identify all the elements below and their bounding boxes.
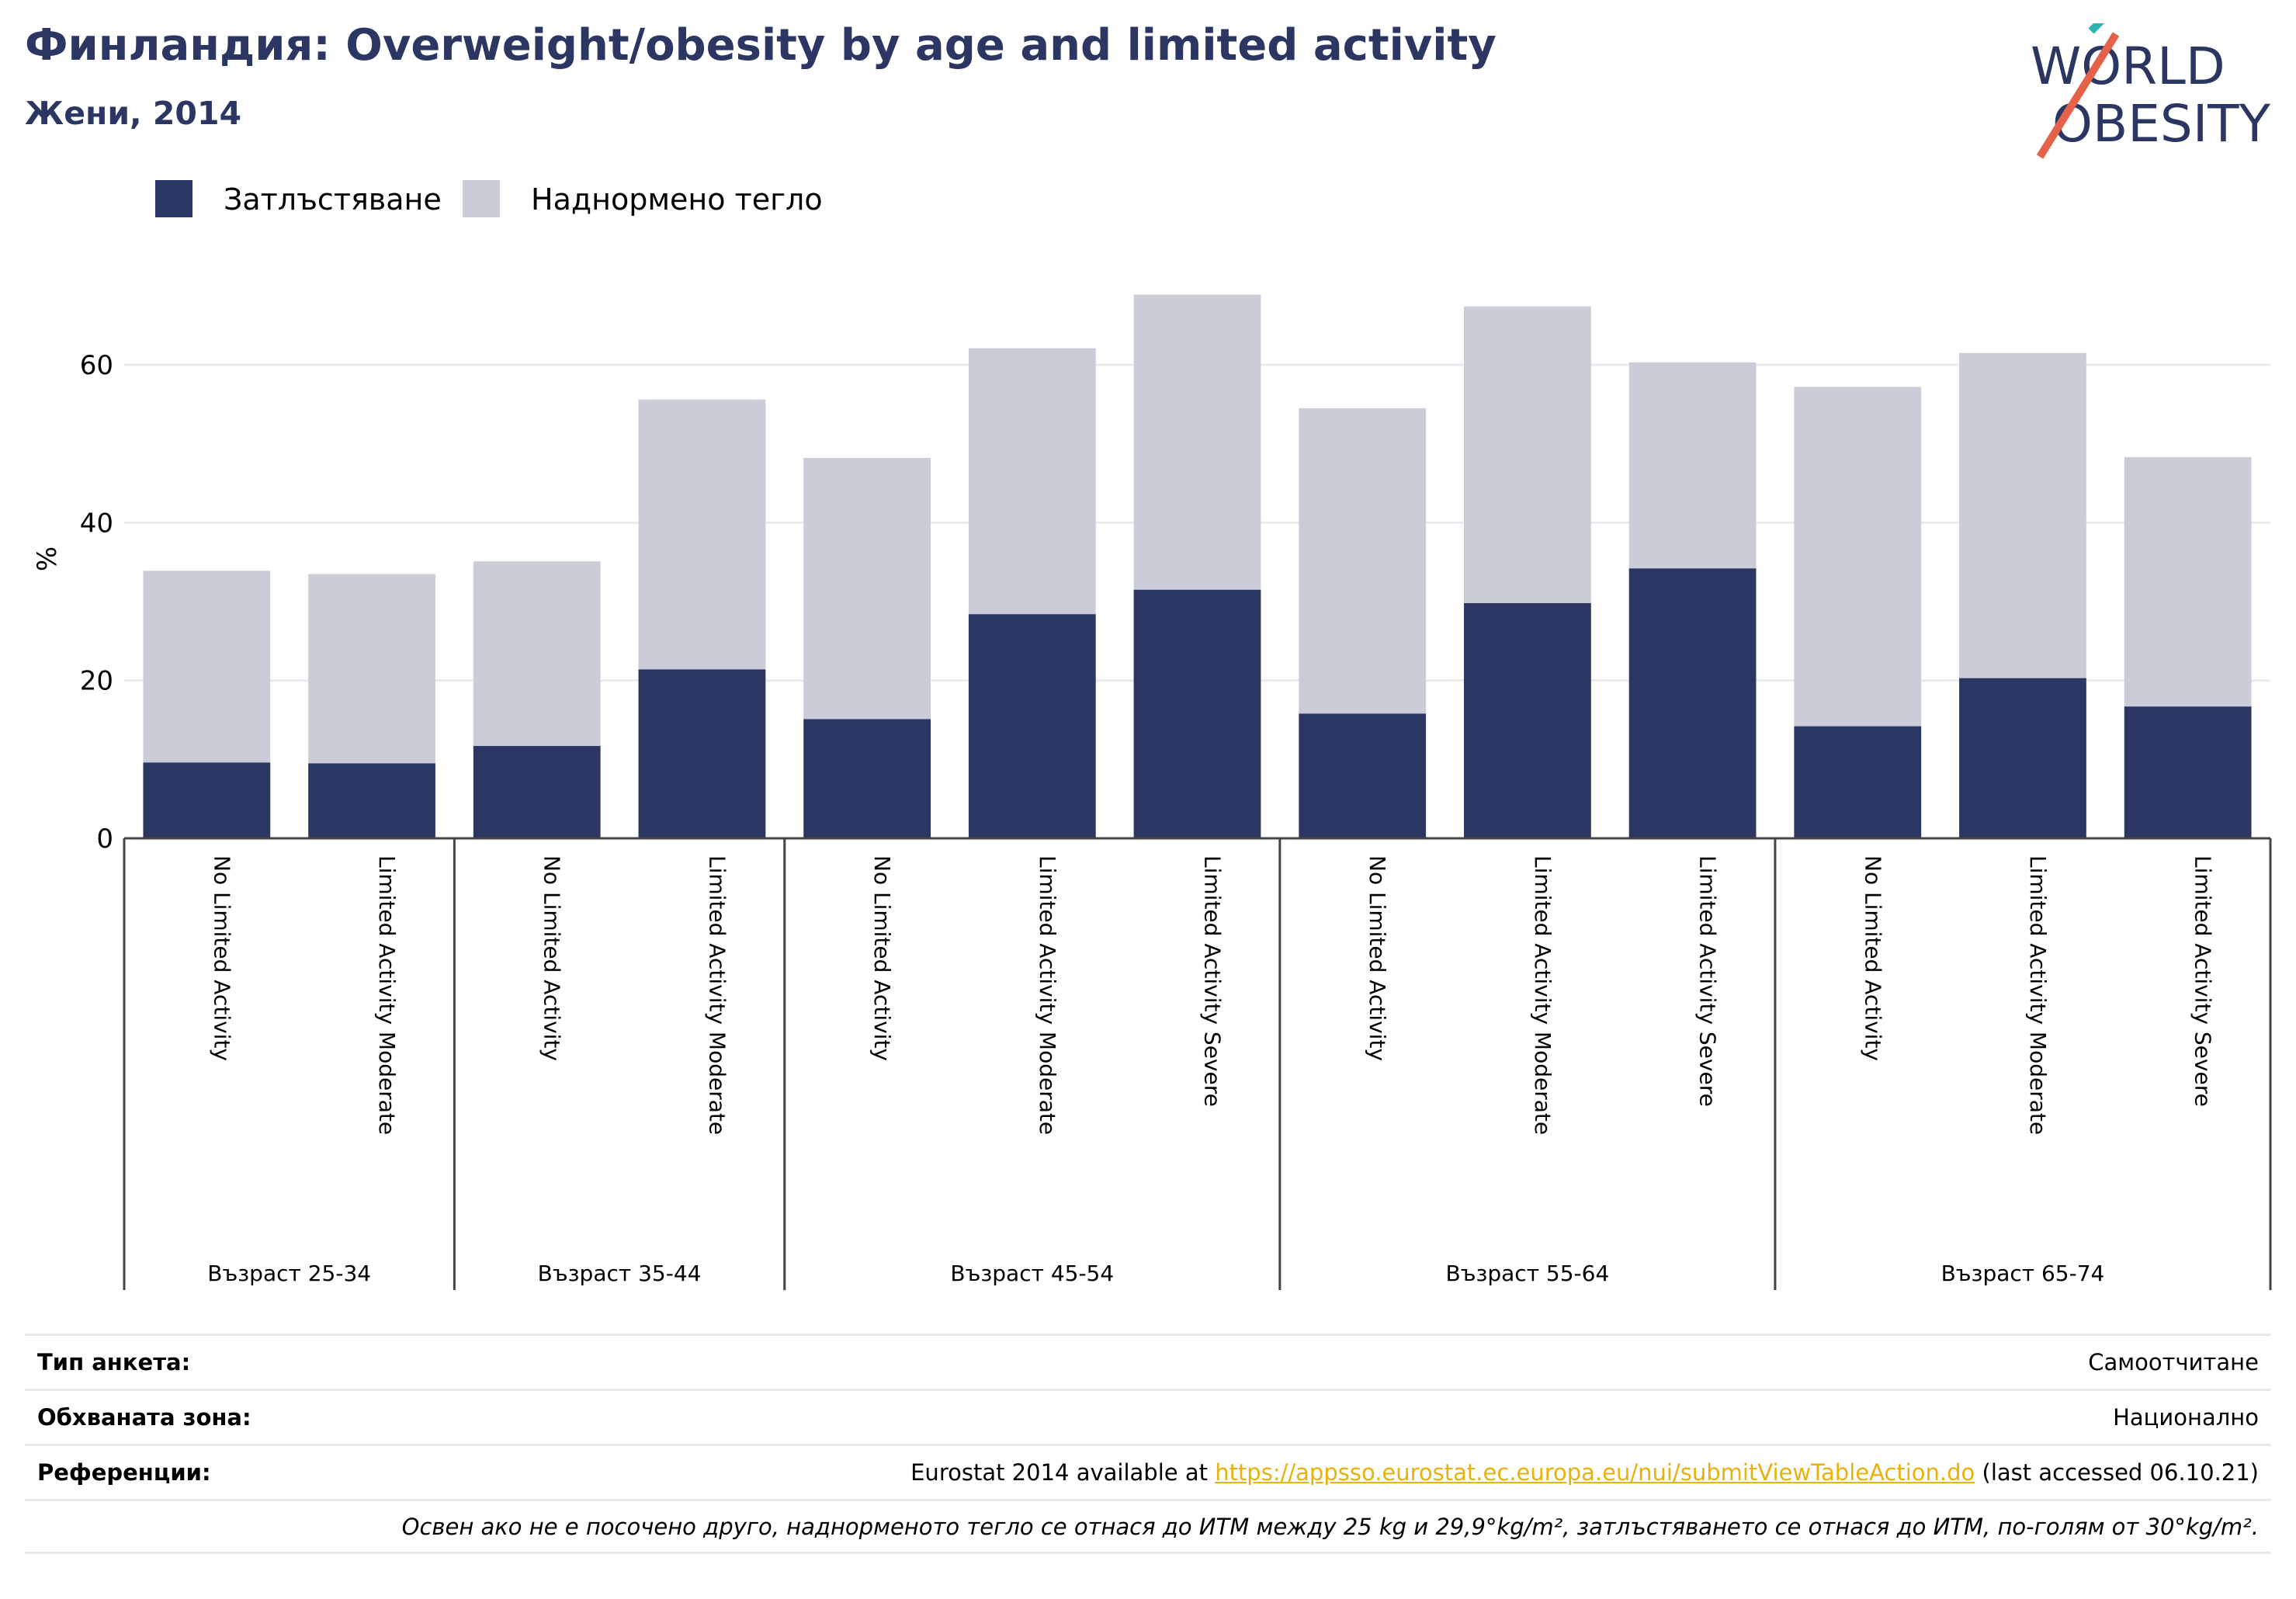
- survey-type-label: Тип анкета:: [37, 1349, 191, 1375]
- y-tick-label: 0: [96, 824, 113, 855]
- x-category-label: Limited Activity Severe: [1200, 855, 1226, 1107]
- x-group-label: Възраст 55-64: [1445, 1261, 1609, 1286]
- x-category-label: Limited Activity Moderate: [704, 855, 730, 1135]
- bar-obesity: [473, 746, 601, 838]
- bar-overweight: [1959, 352, 2086, 678]
- x-group-label: Възраст 45-54: [950, 1261, 1114, 1286]
- coverage-value: Национално: [2113, 1404, 2259, 1431]
- bar-obesity: [803, 719, 931, 838]
- x-category-label: Limited Activity Moderate: [2025, 855, 2051, 1135]
- bar-overweight: [1794, 387, 1922, 727]
- y-axis-label: %: [32, 546, 63, 571]
- bar-overweight: [638, 399, 766, 670]
- x-category-label: No Limited Activity: [539, 855, 565, 1061]
- logo-word-2: OBESITY: [2052, 94, 2271, 154]
- bar-obesity: [1133, 589, 1261, 838]
- legend-label-overweight: Наднормено тегло: [531, 182, 823, 217]
- info-row-coverage: Обхваната зона: Национално: [25, 1389, 2271, 1444]
- x-category-label: No Limited Activity: [869, 855, 895, 1061]
- bar-obesity: [968, 614, 1096, 838]
- info-row-note: Освен ако не е посочено друго, наднормен…: [25, 1499, 2271, 1554]
- bar-overweight: [308, 574, 435, 764]
- bar-overweight: [968, 348, 1096, 615]
- x-group-label: Възраст 65-74: [1941, 1261, 2105, 1286]
- survey-type-value: Самоотчитане: [2088, 1349, 2259, 1375]
- x-category-label: Limited Activity Moderate: [374, 855, 400, 1135]
- world-obesity-logo: WORLD OBESITY: [2031, 23, 2271, 159]
- bar-overweight: [1133, 294, 1261, 590]
- bar-overweight: [2124, 456, 2252, 707]
- stacked-bar-chart: Затлъстяване Наднормено тегло 0 20 40 60% No…: [32, 180, 2272, 1290]
- definition-note: Освен ако не е посочено друго, наднормен…: [401, 1513, 2259, 1540]
- references-prefix: Eurostat 2014 available at: [910, 1459, 1216, 1486]
- legend: Затлъстяване Наднормено тегло: [155, 180, 823, 217]
- info-row-references: Референции: Eurostat 2014 available at h…: [25, 1444, 2271, 1499]
- x-category-label: No Limited Activity: [209, 855, 234, 1061]
- x-category-label: Limited Activity Moderate: [1035, 855, 1060, 1135]
- bar-overweight: [1628, 362, 1757, 569]
- references-suffix: (last accessed 06.10.21): [1975, 1459, 2260, 1486]
- x-category-label: Limited Activity Severe: [2190, 855, 2216, 1107]
- legend-label-obesity: Затлъстяване: [224, 182, 442, 217]
- bar-overweight: [803, 457, 931, 720]
- bar-obesity: [1463, 603, 1591, 838]
- legend-swatch-overweight: [463, 180, 500, 217]
- info-table: Тип анкета: Самоотчитане Обхваната зона:…: [25, 1334, 2271, 1554]
- y-tick-label: 40: [80, 508, 113, 539]
- references-link[interactable]: https://appsso.eurostat.ec.europa.eu/nui…: [1215, 1459, 1975, 1486]
- references-label: Референции:: [37, 1459, 211, 1486]
- bar-obesity: [1794, 726, 1922, 838]
- logo-slash-orange: [2036, 32, 2120, 159]
- bar-obesity: [1959, 678, 2086, 838]
- chart-title: Финландия: Overweight/obesity by age and…: [25, 20, 1497, 71]
- y-tick-label: 20: [80, 666, 113, 697]
- x-category-label: Limited Activity Severe: [1695, 855, 1721, 1107]
- logo-word-1: WORLD: [2031, 36, 2225, 96]
- coverage-label: Обхваната зона:: [37, 1404, 251, 1431]
- legend-swatch-obesity: [155, 180, 192, 217]
- x-group-label: Възраст 35-44: [538, 1261, 702, 1286]
- x-category-label: No Limited Activity: [1365, 855, 1390, 1061]
- x-category-label: No Limited Activity: [1860, 855, 1885, 1061]
- bar-obesity: [1628, 568, 1757, 838]
- bar-obesity: [1299, 713, 1427, 838]
- x-group-label: Възраст 25-34: [207, 1261, 371, 1286]
- chart-subtitle: Жени, 2014: [25, 95, 242, 132]
- bar-overweight: [1299, 408, 1427, 714]
- bar-overweight: [473, 561, 601, 747]
- y-tick-label: 60: [80, 350, 113, 381]
- references-value: Eurostat 2014 available at https://appss…: [910, 1459, 2259, 1486]
- bar-obesity: [143, 762, 271, 838]
- bar-overweight: [143, 571, 271, 763]
- x-category-label: Limited Activity Moderate: [1530, 855, 1556, 1135]
- logo-slash-teal: [2088, 23, 2105, 34]
- bar-obesity: [2124, 706, 2252, 838]
- bar-obesity: [638, 669, 766, 838]
- info-row-survey-type: Тип анкета: Самоотчитане: [25, 1334, 2271, 1389]
- bar-overweight: [1463, 306, 1591, 604]
- bar-obesity: [308, 763, 435, 838]
